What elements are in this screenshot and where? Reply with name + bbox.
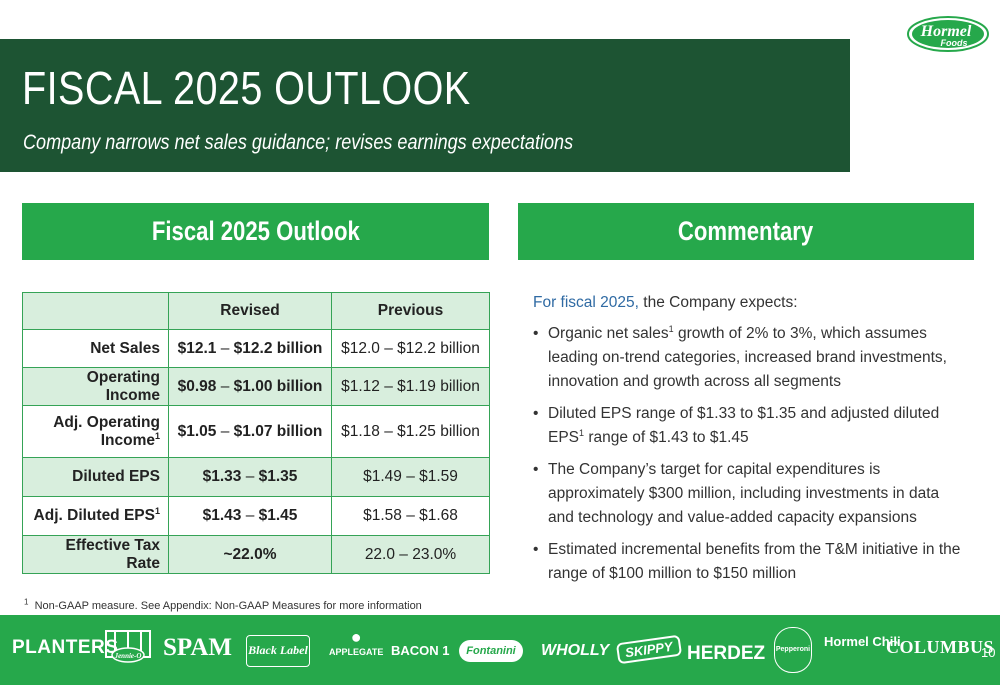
title-banner: FISCAL 2025 OUTLOOK Company narrows net …: [0, 39, 850, 172]
footnote: 1 Non-GAAP measure. See Appendix: Non-GA…: [24, 597, 422, 612]
columbus-logo: COLUMBUS: [886, 637, 995, 657]
pepperoni-logo: Pepperoni: [774, 627, 812, 673]
brand-logo-bar: PLANTERS Jennie-O SPAM Black Label ● APP…: [0, 615, 1000, 685]
table-row: Net Sales $12.1 – $12.2 billion $12.0 – …: [22, 329, 490, 368]
revised-value: $12.1 – $12.2 billion: [168, 329, 332, 368]
outlook-header: Fiscal 2025 Outlook: [22, 203, 489, 260]
row-label: Diluted EPS: [22, 457, 169, 497]
commentary-list: Organic net sales1 growth of 2% to 3%, w…: [533, 322, 963, 594]
svg-text:Jennie-O: Jennie-O: [114, 652, 142, 660]
table-row: Adj. Diluted EPS1 $1.43 – $1.45 $1.58 – …: [22, 496, 490, 536]
revised-value: $1.05 – $1.07 billion: [168, 405, 332, 458]
herdez-logo: HERDEZ: [687, 643, 766, 664]
column-header-previous: Previous: [331, 292, 490, 330]
row-label: Net Sales: [22, 329, 169, 368]
table-row: Effective Tax Rate ~22.0% 22.0 – 23.0%: [22, 535, 490, 574]
revised-value: ~22.0%: [168, 535, 332, 574]
previous-value: $1.12 – $1.19 billion: [331, 367, 490, 406]
hormel-foods-logo: Hormel Foods: [906, 14, 990, 54]
intro-highlight: For fiscal 2025,: [533, 294, 639, 311]
commentary-intro: For fiscal 2025, the Company expects:: [533, 294, 798, 312]
row-label: Adj. Operating Income1: [22, 405, 169, 458]
revised-value: $1.43 – $1.45: [168, 496, 332, 536]
previous-value: $1.49 – $1.59: [331, 457, 490, 497]
list-item: The Company’s target for capital expendi…: [533, 458, 963, 530]
list-item: Organic net sales1 growth of 2% to 3%, w…: [533, 322, 963, 394]
table-row: Diluted EPS $1.33 – $1.35 $1.49 – $1.59: [22, 457, 490, 497]
wholly-logo: WHOLLY: [541, 642, 610, 659]
row-label: Effective Tax Rate: [22, 535, 169, 574]
table-header-empty: [22, 292, 169, 330]
svg-text:Hormel: Hormel: [920, 23, 972, 40]
jennie-o-logo: Jennie-O: [103, 627, 153, 667]
hormel-chili-logo: Hormel Chili: [824, 634, 901, 649]
table-row: Operating Income $0.98 – $1.00 billion $…: [22, 367, 490, 406]
commentary-header: Commentary: [518, 203, 974, 260]
intro-text: the Company expects:: [638, 294, 798, 311]
list-item: Diluted EPS range of $1.33 to $1.35 and …: [533, 402, 963, 450]
previous-value: 22.0 – 23.0%: [331, 535, 490, 574]
planters-logo: PLANTERS: [12, 637, 119, 658]
svg-text:Foods: Foods: [941, 38, 968, 48]
row-label: Adj. Diluted EPS1: [22, 496, 169, 536]
commentary-header-label: Commentary: [678, 216, 814, 246]
page-title: FISCAL 2025 OUTLOOK: [22, 62, 471, 114]
applegate-logo: ● APPLEGATE: [329, 627, 384, 657]
black-label-logo: Black Label: [246, 635, 310, 667]
bacon1-logo: BACON 1: [391, 643, 450, 658]
page-subtitle: Company narrows net sales guidance; revi…: [23, 131, 574, 154]
fontanini-logo: Fontanini: [459, 640, 523, 662]
list-item: Estimated incremental benefits from the …: [533, 538, 963, 586]
previous-value: $12.0 – $12.2 billion: [331, 329, 490, 368]
outlook-header-label: Fiscal 2025 Outlook: [151, 216, 360, 246]
page-number: 10: [981, 645, 996, 660]
skippy-logo: SKIPPY: [615, 634, 682, 665]
revised-value: $0.98 – $1.00 billion: [168, 367, 332, 406]
table-row: Adj. Operating Income1 $1.05 – $1.07 bil…: [22, 405, 490, 458]
table-header-row: Revised Previous: [22, 292, 490, 330]
row-label: Operating Income: [22, 367, 169, 406]
spam-logo: SPAM: [163, 634, 232, 661]
outlook-table: Revised Previous Net Sales $12.1 – $12.2…: [22, 292, 490, 574]
revised-value: $1.33 – $1.35: [168, 457, 332, 497]
column-header-revised: Revised: [168, 292, 332, 330]
previous-value: $1.18 – $1.25 billion: [331, 405, 490, 458]
previous-value: $1.58 – $1.68: [331, 496, 490, 536]
